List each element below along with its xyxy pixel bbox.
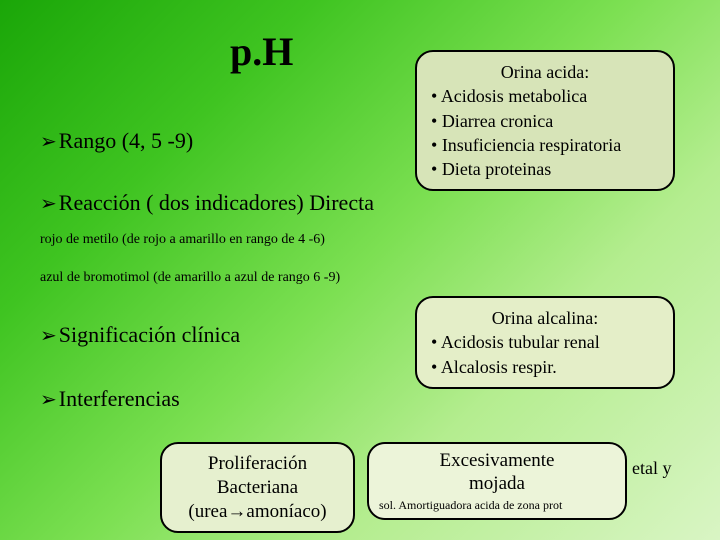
box-alcalina-item-text: Alcalosis respir. (441, 357, 557, 377)
bullet-arrow-icon: ➢ (40, 325, 57, 347)
box-proliferacion: Proliferación Bacteriana (urea→amoníaco) (160, 442, 355, 533)
box-orina-alcalina: Orina alcalina: • Acidosis tubular renal… (415, 296, 675, 389)
box-prolif-line2: Bacteriana (217, 477, 298, 498)
box-prolif-line3b: amoníaco) (246, 501, 326, 522)
bullet-rango-text: Rango (4, 5 -9) (59, 128, 193, 153)
box-acida-item-text: Dieta proteinas (442, 159, 551, 179)
box-orina-acida: Orina acida: • Acidosis metabolica • Dia… (415, 50, 675, 191)
box-mojada-line1: Excesivamente (439, 450, 554, 471)
box-acida-item: • Acidosis metabolica (431, 84, 659, 108)
slide-title: p.H (230, 28, 293, 75)
box-alcalina-item: • Alcalosis respir. (431, 355, 659, 379)
box-acida-title: Orina acida: (431, 60, 659, 84)
box-acida-item-text: Acidosis metabolica (441, 86, 587, 106)
box-acida-item: • Dieta proteinas (431, 157, 659, 181)
arrow-right-icon: → (227, 501, 246, 522)
box-acida-item: • Insuficiencia respiratoria (431, 133, 659, 157)
bullet-arrow-icon: ➢ (40, 389, 57, 411)
bullet-reaccion: ➢Reacción ( dos indicadores) Directa (40, 190, 374, 216)
slide: p.H ➢Rango (4, 5 -9) ➢Reacción ( dos ind… (0, 0, 720, 540)
bullet-interferencias-text: Interferencias (59, 386, 180, 411)
bullet-rango: ➢Rango (4, 5 -9) (40, 128, 193, 154)
box-acida-item-text: Insuficiencia respiratoria (442, 135, 621, 155)
bullet-arrow-icon: ➢ (40, 193, 57, 215)
box-alcalina-title: Orina alcalina: (431, 306, 659, 330)
bullet-reaccion-text: Reacción ( dos indicadores) Directa (59, 190, 374, 215)
box-acida-item: • Diarrea cronica (431, 109, 659, 133)
line-azul: azul de bromotimol (de amarillo a azul d… (40, 270, 340, 286)
box-mojada: Excesivamente mojada sol. Amortiguadora … (367, 442, 627, 520)
box-alcalina-item: • Acidosis tubular renal (431, 330, 659, 354)
bullet-significacion: ➢Significación clínica (40, 322, 240, 348)
box-acida-item-text: Diarrea cronica (442, 111, 553, 131)
bullet-significacion-text: Significación clínica (59, 322, 240, 347)
line-rojo: rojo de metilo (de rojo a amarillo en ra… (40, 232, 325, 248)
fragment-etal: etal y (632, 458, 671, 479)
bullet-interferencias: ➢Interferencias (40, 386, 180, 412)
box-mojada-line2: mojada (469, 473, 525, 494)
box-alcalina-item-text: Acidosis tubular renal (441, 332, 600, 352)
bullet-arrow-icon: ➢ (40, 131, 57, 153)
box-prolif-line1: Proliferación (208, 453, 307, 474)
box-mojada-sub: sol. Amortiguadora acida de zona prot (379, 498, 615, 512)
box-prolif-line3a: (urea (188, 501, 227, 522)
